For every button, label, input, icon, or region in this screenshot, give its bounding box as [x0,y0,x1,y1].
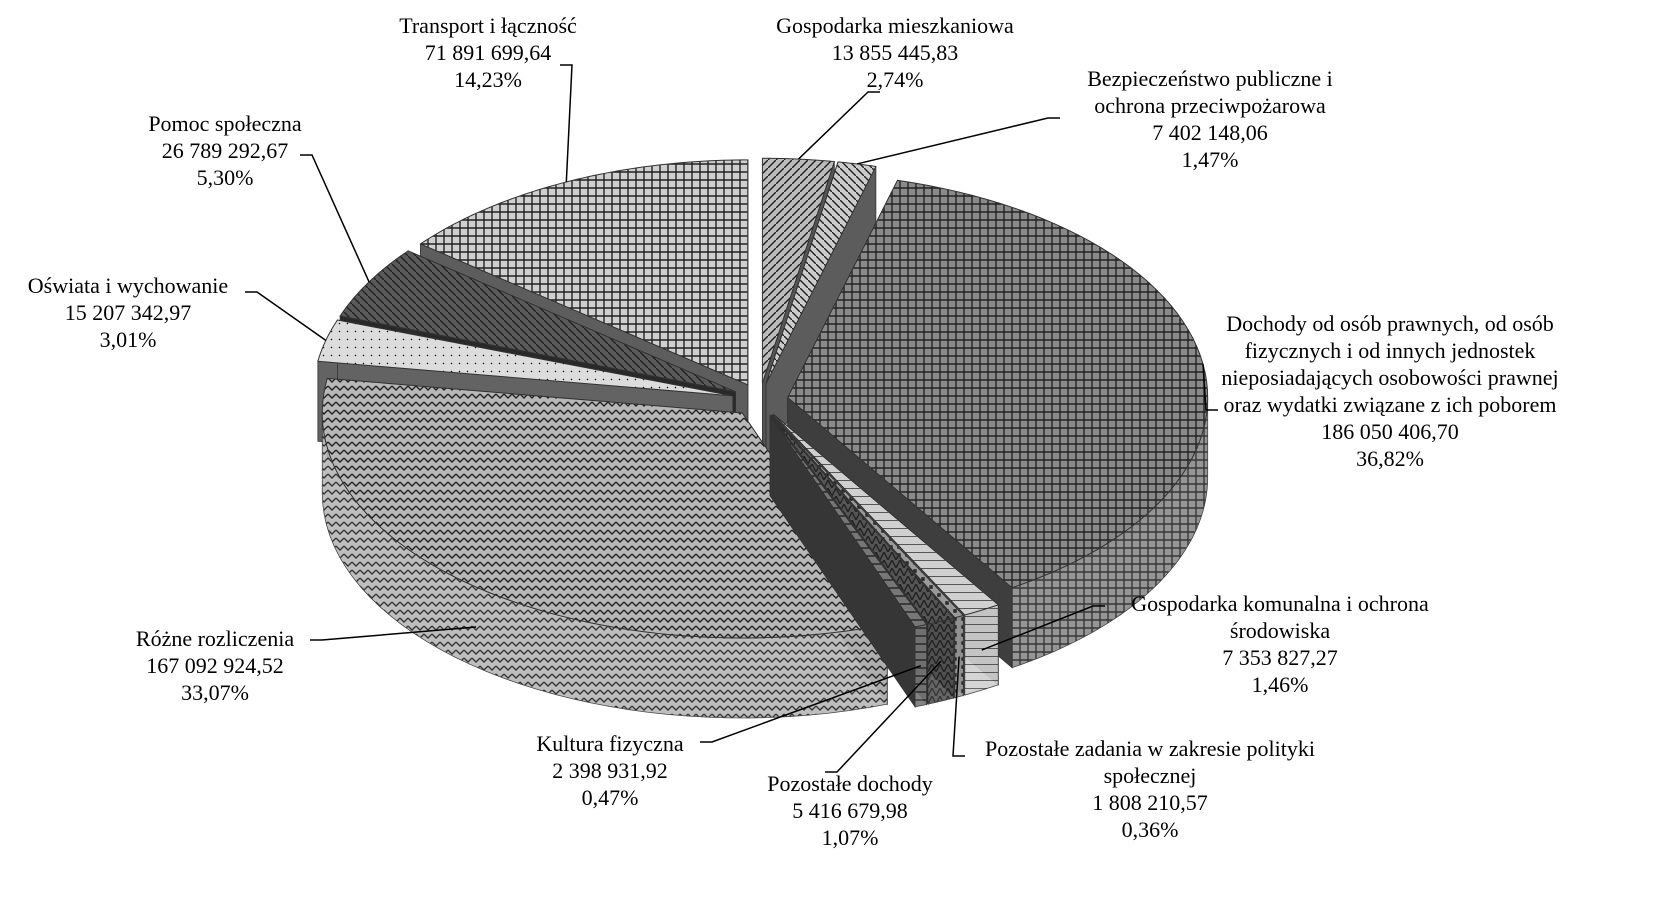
slice-side [954,614,964,699]
label-amount: 13 855 445,83 [831,40,959,65]
label-name: Pozostałe dochody [767,771,933,796]
label-percent: 0,36% [1121,817,1179,842]
leader-line [952,656,965,757]
slice-label: Pozostałe zadania w zakresie polityki sp… [950,735,1350,843]
slice [772,414,965,619]
label-name: Dochody od osób prawnych, od osób fizycz… [1221,311,1559,417]
label-amount: 167 092 924,52 [146,653,284,678]
label-percent: 14,23% [454,67,522,92]
slice-label: Pozostałe dochody 5 416 679,98 1,07% [720,770,980,851]
leader-line [560,64,573,182]
label-amount: 2 398 931,92 [552,758,668,783]
slice-label: Gospodarka mieszkaniowa 13 855 445,83 2,74… [755,12,1035,93]
slice-label: Oświata i wychowanie 15 207 342,97 3,01% [3,272,253,353]
label-amount: 1 808 210,57 [1092,790,1208,815]
label-percent: 0,47% [581,785,639,810]
label-amount: 15 207 342,97 [64,300,192,325]
label-amount: 7 402 148,06 [1152,120,1268,145]
label-percent: 1,47% [1181,147,1239,172]
slice-label: Gospodarka komunalna i ochrona środowisk… [1090,590,1470,698]
leader-line [981,605,1105,651]
label-name: Pomoc społeczna [148,111,302,136]
slice-label: Dochody od osób prawnych, od osób fizycz… [1210,310,1570,472]
slice-side [964,604,999,696]
label-percent: 36,82% [1356,446,1424,471]
slice-side [927,617,955,705]
slice [769,415,928,628]
label-amount: 7 353 827,27 [1222,645,1338,670]
slice-label: Transport i łączność 71 891 699,64 14,23% [358,12,618,93]
label-percent: 5,30% [196,165,254,190]
leader-line [797,91,880,160]
label-name: Oświata i wychowanie [27,273,229,298]
label-amount: 186 050 406,70 [1321,419,1459,444]
slice [321,377,889,639]
leader-line [245,291,327,341]
label-name: Bezpieczeństwo publiczne i ochrona przec… [1087,66,1333,118]
label-name: Pozostałe zadania w zakresie polityki sp… [985,736,1315,788]
slice-label: Różne rozliczenia 167 092 924,52 33,07% [85,625,345,706]
label-name: Gospodarka mieszkaniowa [776,13,1014,38]
label-name: Kultura fizyczna [536,731,684,756]
label-name: Różne rozliczenia [135,626,295,651]
label-amount: 26 789 292,67 [161,138,289,163]
slice [773,414,1000,616]
slice [770,415,955,625]
label-percent: 3,01% [99,327,157,352]
label-percent: 1,07% [821,825,879,850]
leader-line [700,664,922,743]
slice-label: Kultura fizyczna 2 398 931,92 0,47% [490,730,730,811]
label-percent: 2,74% [866,67,924,92]
slice-label: Pomoc społeczna 26 789 292,67 5,30% [105,110,345,191]
leader-line [825,660,942,773]
label-percent: 33,07% [181,680,249,705]
label-name: Transport i łączność [399,13,577,38]
slice-label: Bezpieczeństwo publiczne i ochrona przec… [1050,65,1370,173]
leader-line [310,626,477,641]
label-amount: 71 891 699,64 [424,40,552,65]
label-name: Gospodarka komunalna i ochrona środowisk… [1131,591,1429,643]
leader-line [300,154,370,283]
leader-line [856,117,1060,165]
label-percent: 1,46% [1251,672,1309,697]
leader-line [1202,363,1218,411]
label-amount: 5 416 679,98 [792,798,908,823]
